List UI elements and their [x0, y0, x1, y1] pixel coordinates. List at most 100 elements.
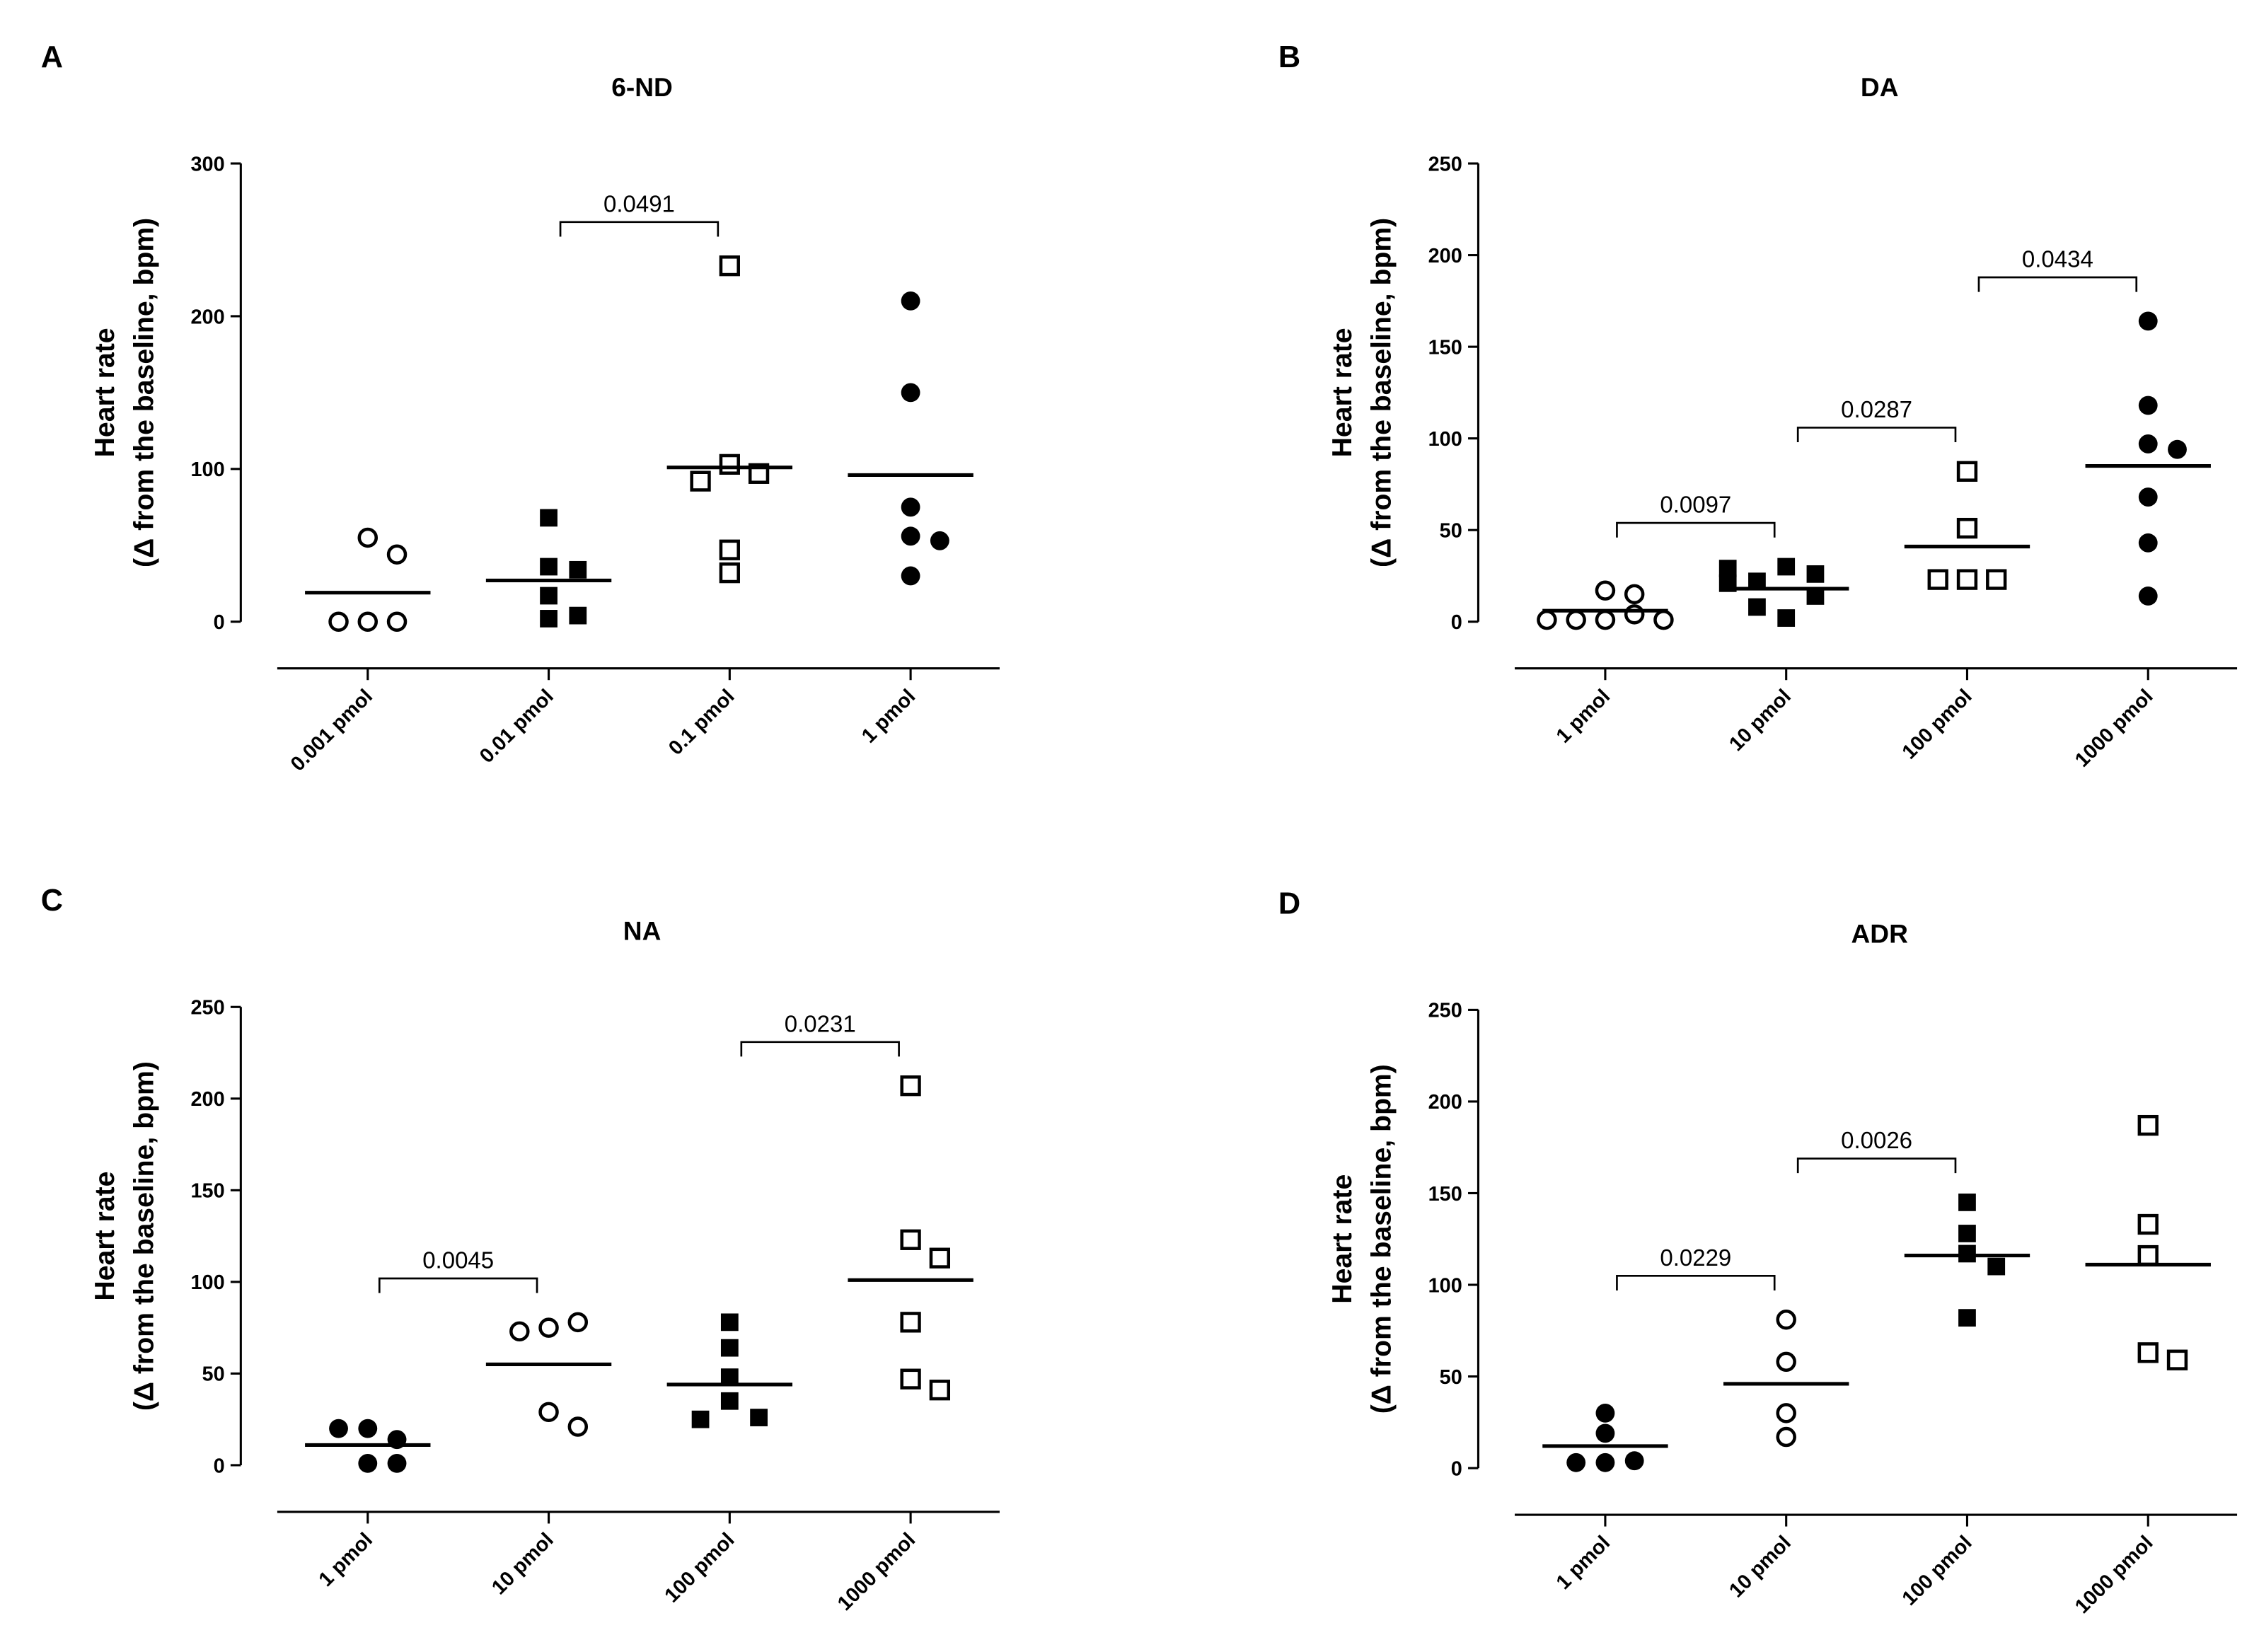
point — [1595, 580, 1616, 601]
x-tick-label: 1000 pmol — [2071, 685, 2157, 771]
point — [567, 1416, 589, 1437]
point — [2138, 533, 2158, 553]
point — [1748, 598, 1766, 616]
point — [386, 544, 408, 565]
significance-bracket — [378, 1277, 538, 1293]
x-tick-label: 1000 pmol — [833, 1529, 920, 1615]
x-tick-label: 10 pmol — [487, 1529, 558, 1600]
point — [900, 1075, 921, 1097]
point — [1595, 1452, 1615, 1472]
chart-title: 6-ND — [611, 72, 673, 102]
point — [1956, 569, 1978, 590]
point — [720, 1313, 739, 1332]
y-tick-label: 50 — [1440, 520, 1462, 543]
point — [720, 1339, 739, 1357]
point — [901, 497, 920, 517]
point — [901, 383, 920, 403]
point — [2138, 311, 2158, 331]
point — [719, 539, 740, 560]
chart-title: DA — [1861, 72, 1899, 102]
point — [2138, 434, 2158, 454]
y-tick-label: 300 — [190, 153, 224, 175]
y-tick-label: 200 — [190, 306, 224, 328]
point — [1595, 1423, 1615, 1443]
significance-bracket — [1616, 1275, 1776, 1290]
y-tick-label: 50 — [202, 1363, 225, 1386]
y-axis-label: (Δ from the baseline, bpm) — [129, 218, 160, 567]
y-tick-label: 150 — [1428, 336, 1462, 359]
point — [1958, 1225, 1976, 1242]
x-tick-label: 100 pmol — [1898, 1532, 1977, 1610]
point — [1624, 604, 1645, 625]
panel-label: A — [41, 40, 63, 74]
x-tick-label: 10 pmol — [1725, 1532, 1796, 1602]
point — [540, 587, 557, 605]
point — [690, 470, 711, 492]
p-value: 0.0231 — [785, 1010, 856, 1036]
point — [1653, 609, 1674, 630]
point — [1595, 609, 1616, 630]
point — [1624, 584, 1645, 605]
point — [1958, 1244, 1976, 1263]
significance-bracket — [559, 221, 720, 237]
chart-title: ADR — [1851, 919, 1909, 949]
point — [1718, 560, 1737, 577]
point — [1777, 609, 1796, 627]
point — [2166, 1349, 2188, 1370]
p-value: 0.0491 — [603, 190, 675, 216]
y-axis-label: (Δ from the baseline, bpm) — [1367, 218, 1397, 567]
significance-bracket — [1977, 276, 2138, 292]
point — [720, 1392, 739, 1410]
y-axis-label: Heart rate — [1327, 1174, 1358, 1304]
point — [2137, 1114, 2159, 1136]
point — [538, 1317, 559, 1338]
point — [2137, 1244, 2159, 1266]
x-tick-label: 1000 pmol — [2071, 1532, 2157, 1618]
panel: C NA Heart rate (Δ from the baseline, bpm) 0… — [41, 884, 1000, 1615]
p-value: 0.0097 — [1660, 492, 1731, 518]
point — [2168, 439, 2187, 459]
point — [540, 558, 557, 576]
point — [1777, 558, 1796, 576]
x-tick-label: 1 pmol — [1552, 1532, 1614, 1594]
point — [569, 560, 587, 579]
panel: B DA Heart rate (Δ from the baseline, bpm) 0… — [1278, 40, 2238, 772]
y-tick-label: 0 — [214, 611, 225, 634]
x-tick-label: 10 pmol — [1725, 685, 1796, 756]
panel: A 6-ND Heart rate (Δ from the baseline, bpm… — [41, 40, 1000, 775]
point — [1958, 1194, 1976, 1211]
y-tick-label: 100 — [1428, 428, 1462, 451]
point — [509, 1321, 530, 1342]
y-axis-label: (Δ from the baseline, bpm) — [129, 1061, 160, 1411]
point — [1987, 1257, 2006, 1276]
y-tick-label: 100 — [190, 1271, 224, 1294]
p-value: 0.0045 — [422, 1247, 494, 1273]
y-tick-label: 250 — [1428, 1000, 1462, 1022]
point — [329, 1419, 348, 1438]
point — [1776, 1426, 1796, 1448]
y-axis-label: Heart rate — [1327, 328, 1358, 457]
point — [2138, 587, 2158, 606]
point — [386, 611, 408, 632]
point — [1958, 1309, 1976, 1327]
point — [540, 509, 557, 527]
p-value: 0.0287 — [1841, 396, 1912, 422]
point — [929, 1380, 950, 1401]
x-tick-label: 0.001 pmol — [287, 685, 377, 775]
panel-label: B — [1278, 40, 1300, 74]
panel-label: D — [1278, 886, 1300, 920]
point — [567, 1312, 589, 1333]
point — [387, 1453, 407, 1473]
x-tick-label: 100 pmol — [1898, 685, 1977, 763]
point — [538, 1402, 559, 1423]
point — [691, 1410, 710, 1428]
point — [1566, 1452, 1586, 1472]
y-tick-label: 250 — [1428, 153, 1462, 175]
y-tick-label: 200 — [190, 1088, 224, 1111]
point — [1986, 569, 2007, 590]
point — [1624, 1451, 1644, 1471]
point — [1956, 517, 1978, 539]
point — [2137, 1213, 2159, 1235]
x-tick-label: 0.01 pmol — [475, 685, 558, 768]
point — [358, 1419, 378, 1438]
